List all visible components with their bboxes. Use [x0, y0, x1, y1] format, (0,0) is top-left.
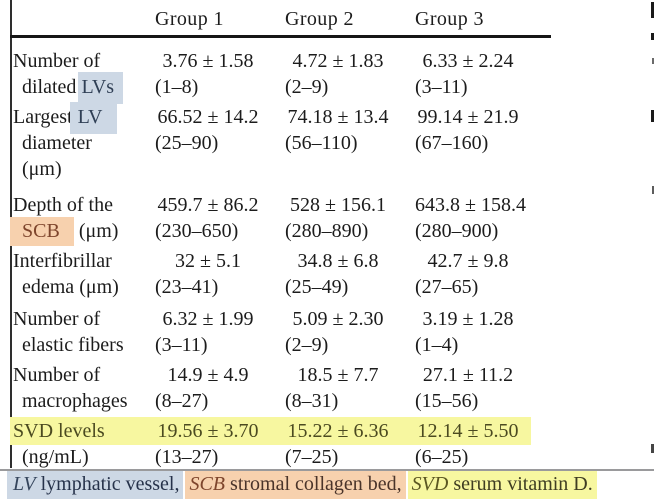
cell-range: (27–65): [415, 276, 479, 298]
clipped-glyph-artifact: [651, 110, 654, 122]
cell-range: (25–49): [285, 276, 349, 298]
row-label: (μm): [73, 220, 119, 242]
cell-range: (1–8): [155, 76, 199, 98]
cell-mean: 643.8 ± 158.4: [415, 194, 526, 216]
cell-mean: 42.7 ± 9.8: [427, 250, 509, 272]
row-label: Number of: [13, 50, 101, 72]
lv-abbr: LV: [13, 473, 36, 495]
table-row-svd: SVD levels (ng/mL) 19.56 ± 3.70 (13–27) 1…: [11, 418, 545, 470]
cell-mean: 6.33 ± 2.24: [422, 50, 514, 72]
row-label: (μm): [22, 158, 62, 180]
cell-range: (23–41): [155, 276, 219, 298]
row-label: diameter: [22, 132, 92, 154]
header-rule: [10, 35, 551, 38]
cell-range: (13–27): [155, 446, 219, 468]
table-row: Number of macrophages 14.9 ± 4.9 (8–27) 1…: [11, 362, 545, 414]
footnote-scb-segment: SCB stromal collagen bed,: [185, 471, 406, 499]
cell-range: (6–25): [415, 446, 469, 468]
clipped-glyph-artifact: [651, 444, 654, 453]
table-row: Interfibrillar edema (μm) 32 ± 5.1 (23–41…: [11, 248, 545, 300]
cell-mean: 4.72 ± 1.83: [292, 50, 384, 72]
cell-range: (3–11): [155, 334, 208, 356]
cell-range: (2–9): [285, 334, 329, 356]
table-header-row: Group 1 Group 2 Group 3: [11, 6, 545, 32]
lvs-highlight: LVs: [78, 72, 124, 104]
cell-mean: 66.52 ± 14.2: [157, 106, 259, 128]
cell-range: (25–90): [155, 132, 219, 154]
table-row: Number of dilated LVs 3.76 ± 1.58 (1–8) 4…: [11, 48, 545, 104]
scb-definition: stromal collagen bed,: [225, 473, 402, 495]
cell-mean: 528 ± 156.1: [290, 194, 386, 216]
cell-range: (15–56): [415, 390, 479, 412]
footnote-rule: [0, 469, 654, 471]
cell-range: (67–160): [415, 132, 489, 154]
table-row: Largest LV diameter (μm) 66.52 ± 14.2 (25…: [11, 102, 545, 182]
cell-mean: 3.76 ± 1.58: [162, 50, 254, 72]
footnote-lv-segment: LV lymphatic vessel,: [7, 471, 184, 499]
row-label: Interfibrillar: [13, 250, 112, 272]
abbreviation-footnote: LV lymphatic vessel, SCB stromal collagen…: [7, 471, 654, 499]
row-label: edema (μm): [22, 276, 119, 298]
cell-mean: 12.14 ± 5.50: [417, 420, 519, 442]
cell-mean: 32 ± 5.1: [175, 250, 241, 272]
row-label: dilated: [22, 76, 82, 98]
row-label: Largest: [13, 106, 78, 128]
clipped-glyph-artifact: [652, 186, 654, 194]
lv-definition: lymphatic vessel,: [35, 473, 180, 495]
cell-mean: 74.18 ± 13.4: [287, 106, 389, 128]
row-label: macrophages: [22, 390, 128, 412]
clipped-glyph-artifact: [651, 2, 654, 18]
row-label: (ng/mL): [22, 446, 89, 468]
svd-definition: serum vitamin D.: [448, 473, 593, 495]
cell-mean: 18.5 ± 7.7: [297, 364, 379, 386]
scb-highlight: SCB: [10, 217, 74, 246]
table-row: Number of elastic fibers 6.32 ± 1.99 (3–1…: [11, 306, 545, 358]
cell-range: (280–890): [285, 220, 369, 242]
table-row: Depth of the SCB (μm) 459.7 ± 86.2 (230–6…: [10, 192, 545, 246]
cell-mean: 5.09 ± 2.30: [292, 308, 384, 330]
header-group1: Group 1: [155, 8, 224, 30]
row-label: elastic fibers: [22, 334, 124, 356]
svd-row-yellow-highlight: [10, 417, 531, 445]
clipped-glyph-artifact: [651, 33, 654, 40]
cell-mean: 34.8 ± 6.8: [297, 250, 379, 272]
cell-range: (7–25): [285, 446, 339, 468]
scb-abbr: SCB: [189, 473, 226, 495]
cell-range: (3–11): [415, 76, 468, 98]
header-group3: Group 3: [415, 8, 484, 30]
cell-range: (8–27): [155, 390, 209, 412]
header-empty-cell: [11, 6, 155, 32]
row-label: Number of: [13, 308, 101, 330]
cell-mean: 459.7 ± 86.2: [157, 194, 259, 216]
cell-range: (8–31): [285, 390, 339, 412]
cell-mean: 15.22 ± 6.36: [287, 420, 389, 442]
lv-highlight: LV: [69, 102, 118, 134]
cell-mean: 27.1 ± 11.2: [422, 364, 514, 386]
footnote-svd-segment: SVD serum vitamin D.: [407, 471, 597, 499]
cell-range: (56–110): [285, 132, 358, 154]
row-label: Depth of the: [13, 194, 113, 216]
cell-mean: 99.14 ± 21.9: [417, 106, 519, 128]
cell-range: (230–650): [155, 220, 239, 242]
cell-mean: 6.32 ± 1.99: [162, 308, 254, 330]
svd-abbr: SVD: [411, 473, 449, 495]
header-group2: Group 2: [285, 8, 354, 30]
cell-range: (2–9): [285, 76, 329, 98]
cell-mean: 3.19 ± 1.28: [422, 308, 514, 330]
cell-range: (280–900): [415, 220, 499, 242]
row-label: Number of: [13, 364, 101, 386]
clipped-glyph-artifact: [652, 58, 654, 64]
cell-range: (1–4): [415, 334, 459, 356]
row-label: SVD levels: [13, 420, 105, 442]
cell-mean: 14.9 ± 4.9: [167, 364, 249, 386]
cell-mean: 19.56 ± 3.70: [157, 420, 259, 442]
